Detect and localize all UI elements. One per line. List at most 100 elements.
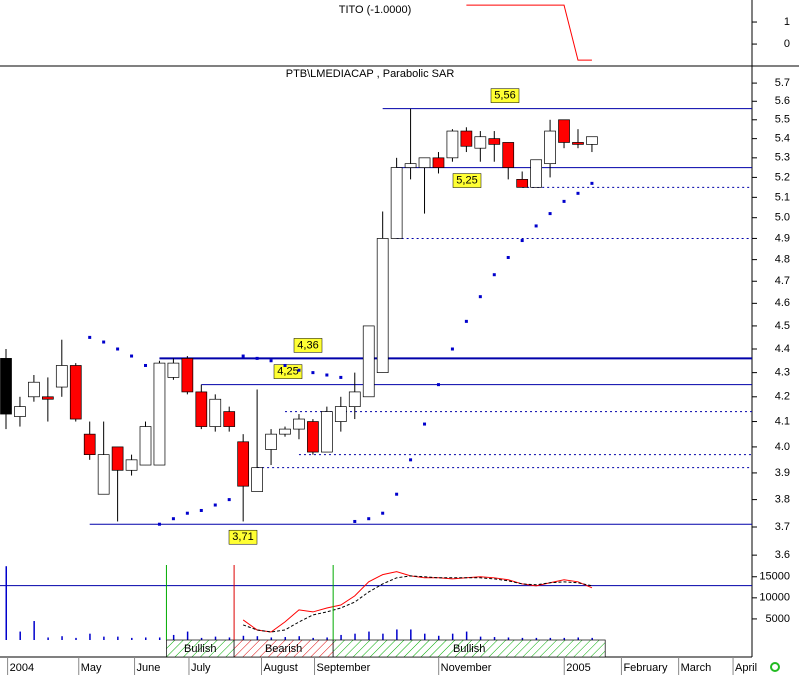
indicator-line [466,4,592,61]
candle-body [125,459,138,471]
y-tick-label: 3.8 [775,494,790,506]
volume-bar [535,637,538,640]
y-tick-label: 4.0 [775,441,790,453]
candle-body [167,362,180,378]
candle-body [139,426,152,466]
indicator-title: TITO (-1.0000) [339,4,412,16]
volume-bar [131,637,133,640]
candle-body [279,428,291,435]
sar-dot [311,371,315,375]
candle-body [516,179,529,188]
level-label: 3,71 [232,531,253,543]
candle-body [586,136,598,145]
sar-dot [367,517,371,521]
y-tick-label: 3.9 [775,467,790,479]
sar-dot [157,522,161,526]
sar-dot [353,519,357,523]
sar-dot [171,517,175,521]
x-tick-label: 2004 [10,662,34,674]
y-tick-label: 0 [784,38,790,50]
level-label: 4,25 [277,366,298,378]
y-tick-label: 4.6 [775,297,790,309]
sar-dot [450,347,454,351]
y-tick-label: 15000 [759,571,790,583]
volume-bar [493,637,496,640]
candle-body [348,391,361,407]
sar-dot [283,363,287,367]
volume-bar [382,633,384,640]
y-tick-label: 5.0 [775,212,790,224]
y-tick-label: 4.1 [775,415,790,427]
signal-label: Bearish [265,643,302,655]
volume-bar [256,636,259,640]
y-tick-label: 5.3 [775,152,790,164]
y-tick-label: 1 [784,16,790,28]
volume-bar [410,629,412,640]
x-tick-label: 2005 [566,662,590,674]
volume-bar [451,633,454,640]
y-tick-label: 5.6 [775,95,790,107]
level-label-box [490,88,520,103]
sar-dot [464,319,468,323]
candle-body [0,358,12,415]
x-tick-label: August [264,662,298,674]
volume-bar [117,636,119,640]
sar-dot [534,224,538,228]
sar-dot [423,422,427,426]
candle-body [474,136,487,149]
y-tick-label: 3.6 [775,549,790,561]
volume-bar [158,637,161,640]
volume-bar [549,637,552,640]
sar-dot [506,255,510,259]
candle-body [237,441,250,487]
candle-body [83,433,96,455]
candle-body [530,159,542,188]
sar-dot [297,368,301,372]
candle-body [418,157,431,168]
x-tick-label: July [191,662,211,674]
volume-bar [298,636,300,640]
candle-body [181,358,194,393]
sar-dot [590,181,594,185]
level-label: 4,36 [297,339,318,351]
level-label: 5,56 [494,90,515,102]
sar-dot [492,273,496,277]
signal-label: Bullish [453,643,485,655]
y-tick-label: 4.3 [775,367,790,379]
candle-body [111,446,124,471]
level-label-box [293,338,323,353]
candle-body [97,454,110,495]
y-tick-label: 5000 [766,613,790,625]
candle-body [390,167,403,239]
sar-dot [227,498,231,502]
candle-body [42,396,54,400]
sar-dot [339,375,343,379]
volume-bar [33,621,35,640]
sar-dot [144,363,148,367]
volume-bar [103,636,105,640]
volume-bar [396,629,398,640]
sar-dot [395,492,399,496]
volume-bar [424,633,426,640]
sar-dot [269,359,273,363]
volume-bar [340,634,342,640]
moving-average [242,571,593,633]
status-icon [770,662,780,672]
candle-body [558,119,570,143]
volume-bar [563,637,566,640]
sar-dot [520,239,524,243]
sar-dot [436,383,440,387]
volume-bar [172,634,175,640]
volume-bar [5,566,7,640]
volume-bar [186,631,189,640]
candle-body [460,130,473,147]
chart-title: PTB\LMEDIACAP , Parabolic SAR [286,68,455,80]
volume-bar [326,637,328,640]
volume-bar [521,637,524,640]
candle-body [404,163,417,168]
volume-bar [145,637,147,640]
volume-bar [479,636,482,640]
moving-average [242,575,593,633]
candle-body [307,421,319,453]
